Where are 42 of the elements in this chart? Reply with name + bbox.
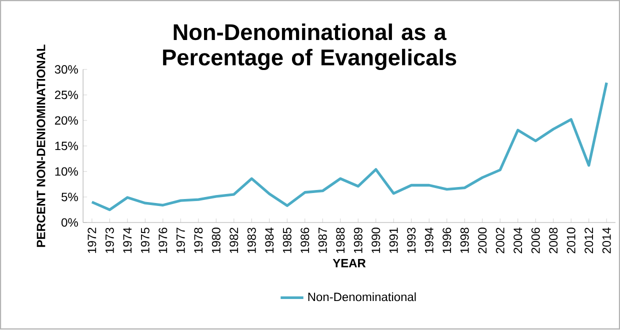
x-tick-label: 2012	[584, 228, 594, 254]
x-tick-label: 1994	[424, 228, 434, 254]
x-tick-label: 2002	[496, 228, 504, 254]
x-tick-label: 1985	[282, 228, 292, 254]
y-tick-label: 5%	[62, 193, 78, 202]
x-tick-label: 1993	[407, 228, 416, 254]
x-tick-label: 1976	[158, 228, 168, 254]
y-axis-title: PERCENT NON-DENIOMINATIONAL	[36, 44, 46, 248]
x-tick-label: 1988	[336, 228, 345, 254]
x-tick-label: 1984	[265, 228, 274, 254]
x-tick-label: 2008	[549, 228, 558, 254]
x-tick-label: 1989	[354, 228, 362, 254]
line-series	[90, 82, 608, 212]
x-axis-title: YEAR	[332, 259, 366, 268]
chart-title: Non-Denominational as a Percentage of Evangelicals	[163, 24, 456, 70]
x-tick-label: 1978	[194, 228, 203, 254]
y-tick-label: 0%	[62, 218, 78, 227]
x-tick-label: 1975	[140, 228, 150, 254]
x-tick-label: 2006	[531, 228, 540, 254]
x-tick-label: 1983	[247, 228, 256, 254]
x-tick-label: 1990	[372, 228, 380, 254]
x-tick-label: 1974	[123, 228, 132, 254]
x-tick-label: 1998	[460, 228, 469, 254]
x-tick-label: 1987	[318, 228, 327, 254]
x-tick-label: 1991	[389, 228, 398, 254]
x-tick-label: 2014	[602, 228, 611, 254]
x-tick-label: 1977	[176, 228, 185, 254]
y-tick-label: 20%	[54, 116, 78, 125]
x-tick-label: 1982	[230, 228, 238, 254]
x-tick-label: 1973	[105, 228, 114, 254]
y-tick-label: 15%	[55, 142, 78, 150]
legend-label: Non-Denominational	[308, 292, 416, 302]
x-tick-label: 1980	[212, 228, 220, 254]
x-tick-label: 1996	[442, 228, 452, 254]
x-tick-label: 2000	[478, 228, 487, 254]
y-tick-label: 25%	[54, 90, 78, 100]
y-tick-label: 30%	[54, 65, 78, 74]
x-tick-label: 1972	[88, 228, 96, 254]
x-tick-label: 1986	[300, 228, 310, 254]
x-tick-label: 2004	[514, 228, 522, 254]
y-tick-label: 10%	[55, 167, 78, 176]
x-tick-label: 2010	[566, 228, 576, 254]
